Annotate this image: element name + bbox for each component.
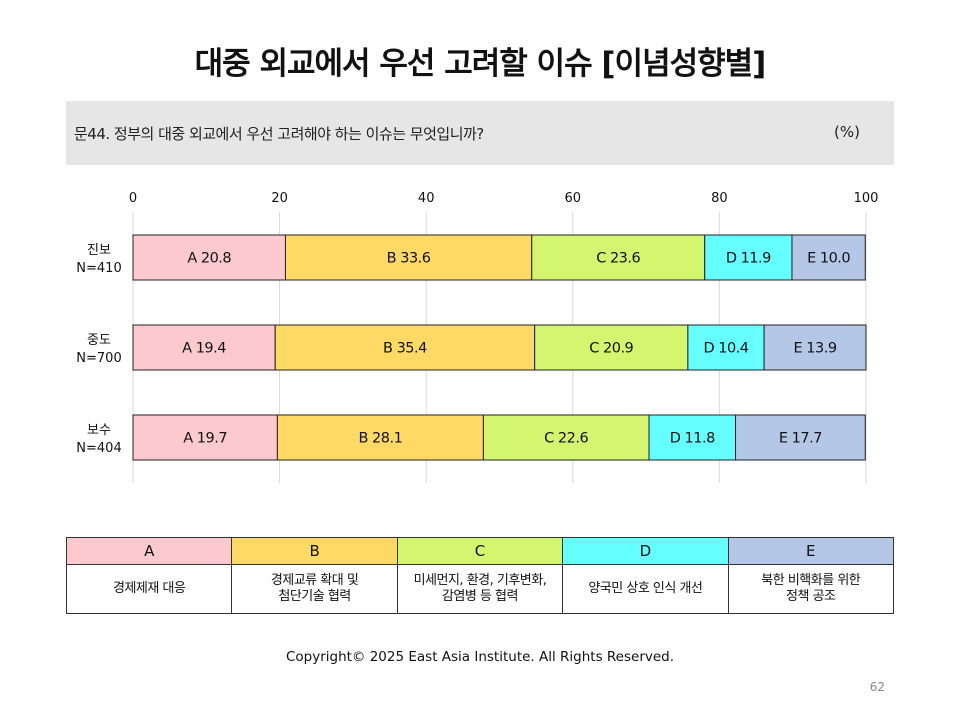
x-tick-label: 20 xyxy=(271,191,288,206)
legend-key-a: A xyxy=(65,537,233,565)
copyright-text: Copyright© 2025 East Asia Institute. All… xyxy=(285,649,675,665)
x-tick-label: 100 xyxy=(854,191,879,206)
legend-desc-c: 미세먼지, 환경, 기후변화, 감염병 등 협력 xyxy=(396,564,564,614)
x-tick-label: 0 xyxy=(129,191,137,206)
data-label: C 22.6 xyxy=(544,431,588,447)
legend-desc-line: 정책 공조 xyxy=(786,589,836,604)
legend-desc-line: 양국민 상호 인식 개선 xyxy=(588,580,703,596)
bar-segment-e xyxy=(763,324,867,371)
x-tick-label: 80 xyxy=(711,191,728,206)
data-label: A 19.7 xyxy=(183,431,227,447)
legend-desc-line: 경제교류 확대 및 xyxy=(270,572,359,588)
data-label: E 13.9 xyxy=(794,341,837,357)
category-n-label: N=700 xyxy=(76,351,121,366)
bar-segment-a xyxy=(132,324,276,371)
bar-segment-a xyxy=(132,414,278,461)
legend-key-b: B xyxy=(231,537,398,565)
data-label: D 11.9 xyxy=(726,251,771,267)
bar-segment-d xyxy=(687,324,765,371)
data-label: A 20.8 xyxy=(187,251,231,267)
unit-label: (%) xyxy=(834,123,860,141)
legend-key-e: E xyxy=(727,537,895,565)
legend-desc-line: 북한 비핵화를 위한 xyxy=(761,572,861,588)
question-text: 문44. 정부의 대중 외교에서 우선 고려해야 하는 이슈는 무엇입니까? xyxy=(74,125,484,143)
legend-desc-line: 경제제재 대응 xyxy=(112,580,186,596)
bar-segment-d xyxy=(648,414,737,461)
legend-desc-line: 감염병 등 협력 xyxy=(441,589,519,604)
bar-segment-c xyxy=(482,414,650,461)
data-label: D 10.4 xyxy=(703,341,748,357)
bar-segment-a xyxy=(132,234,286,281)
bar-segment-c xyxy=(531,234,706,281)
data-label: C 20.9 xyxy=(589,341,633,357)
data-label: B 33.6 xyxy=(387,251,431,267)
category-label: 보수 xyxy=(87,423,111,438)
legend-desc-a: 경제제재 대응 xyxy=(65,564,233,614)
x-tick-label: 60 xyxy=(565,191,582,206)
bar-segment-e xyxy=(735,414,866,461)
data-label: B 28.1 xyxy=(358,431,402,447)
legend-key-c: C xyxy=(396,537,564,565)
category-n-label: N=404 xyxy=(76,441,121,456)
bar-segment-e xyxy=(791,234,866,281)
data-label: E 10.0 xyxy=(807,251,850,267)
page-number: 62 xyxy=(869,680,885,694)
bar-segment-b xyxy=(284,234,533,281)
data-label: D 11.8 xyxy=(670,431,715,447)
legend-desc-line: 첨단기술 협력 xyxy=(278,589,351,604)
data-label: C 23.6 xyxy=(596,251,640,267)
x-tick-label: 40 xyxy=(418,191,435,206)
data-label: B 35.4 xyxy=(383,341,427,357)
bar-segment-b xyxy=(276,414,484,461)
legend-desc-line: 미세먼지, 환경, 기후변화, xyxy=(413,572,547,588)
stacked-bar-chart: 0 20 40 60 80 100 A 20.8 B 33.6 C 23.6 D 11.9 E 10… xyxy=(76,191,879,483)
legend-key-d: D xyxy=(562,537,729,565)
bar-segment-c xyxy=(534,324,689,371)
page-title: 대중 외교에서 우선 고려할 이슈 [이념성향별] xyxy=(194,46,767,82)
question-box: 문44. 정부의 대중 외교에서 우선 고려해야 하는 이슈는 무엇입니까? (… xyxy=(66,101,894,165)
legend-description-row: 경제제재 대응 경제교류 확대 및 첨단기술 협력 미세먼지, 환경, 기후변화, 감염… xyxy=(65,564,895,614)
category-label: 중도 xyxy=(87,333,111,348)
legend-desc-e: 북한 비핵화를 위한 정책 공조 xyxy=(727,564,895,614)
category-label: 진보 xyxy=(87,243,111,258)
legend-desc-d: 양국민 상호 인식 개선 xyxy=(562,564,729,614)
data-label: E 17.7 xyxy=(779,431,822,447)
legend-desc-b: 경제교류 확대 및 첨단기술 협력 xyxy=(231,564,398,614)
data-label: A 19.4 xyxy=(182,341,226,357)
category-n-label: N=410 xyxy=(76,261,121,276)
bar-segment-d xyxy=(704,234,793,281)
